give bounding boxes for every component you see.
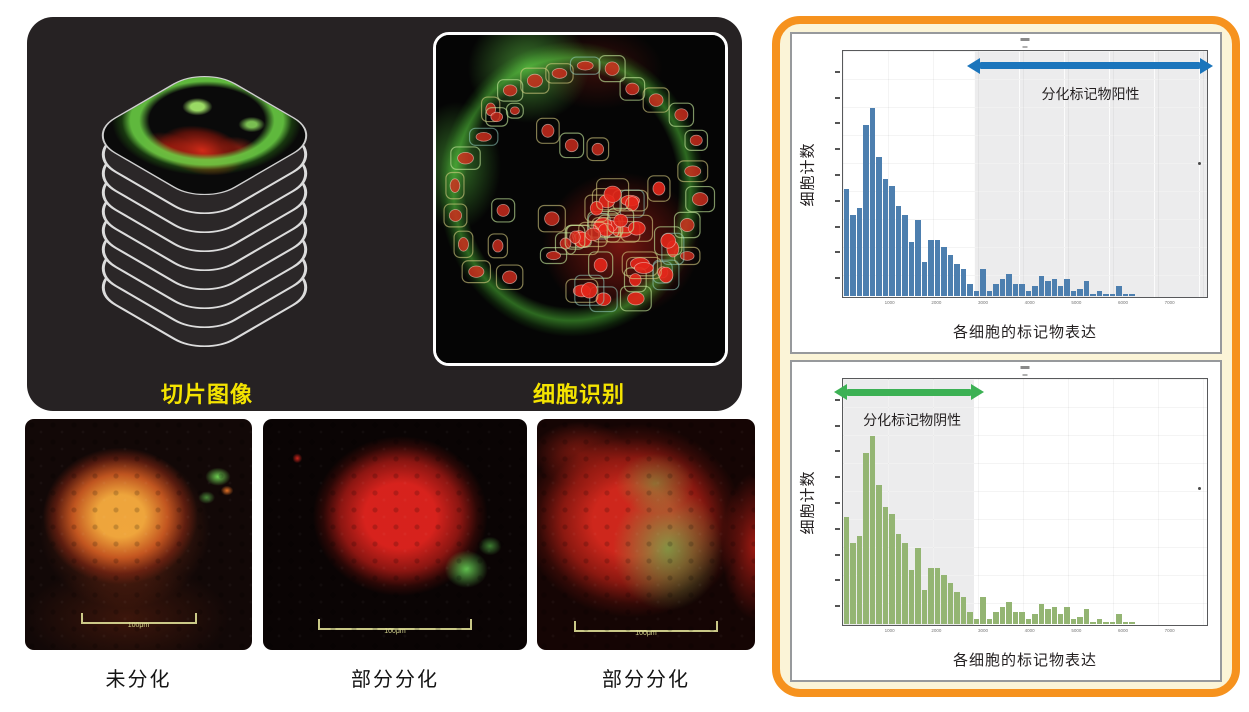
micrograph-partially-differentiated-1: 100μm 部分分化	[263, 419, 527, 692]
micrograph-caption: 部分分化	[351, 669, 439, 691]
marker-positive-annotation: 分化标记物阳性	[1041, 86, 1140, 103]
slice-stack-illustration	[83, 65, 326, 365]
scale-bar-label: 100μm	[635, 630, 657, 637]
analysis-panel: 细胞计数 1000 2000 3000 4000 5000 6000 7000 分化标记物阳…	[772, 16, 1240, 697]
micrograph-partially-differentiated-2: 100μm 部分分化	[537, 419, 755, 692]
micrograph-caption: 部分分化	[602, 669, 690, 691]
x-axis-label: 各细胞的标记物表达	[952, 324, 1097, 341]
outlier-point	[1197, 161, 1201, 165]
cell-identification-image	[433, 32, 728, 366]
histogram-card-marker-positive: 细胞计数 1000 2000 3000 4000 5000 6000 7000 分化标记物阳…	[790, 32, 1222, 354]
micrograph-image: 100μm	[263, 419, 527, 650]
x-axis-ticks: 1000 2000 3000 4000 5000 6000 7000	[884, 628, 1175, 633]
organoid-fluorescence-background	[436, 35, 725, 363]
scale-bar: 100μm	[574, 621, 718, 637]
micrograph-image: 100μm	[25, 419, 252, 650]
outlier-point	[1197, 487, 1201, 491]
histogram-card-marker-negative: 细胞计数 1000 2000 3000 4000 5000 6000 7000 分化标记物阴…	[790, 360, 1222, 682]
x-axis-label: 各细胞的标记物表达	[952, 652, 1097, 669]
x-axis-ticks: 1000 2000 3000 4000 5000 6000 7000	[884, 300, 1175, 305]
plot-area: 1000 2000 3000 4000 5000 6000 7000 分化标记物阴性	[835, 378, 1208, 633]
marker-negative-annotation: 分化标记物阴性	[863, 411, 962, 428]
scale-bar: 100μm	[318, 619, 472, 635]
scale-bar-label: 100μm	[127, 622, 150, 629]
pipeline-panel: 切片图像 细胞识别	[27, 17, 742, 411]
scale-bar-label: 100μm	[384, 628, 406, 635]
y-axis-label: 细胞计数	[799, 141, 817, 207]
threshold-shade-region	[974, 51, 1207, 297]
slice-stack-label: 切片图像	[160, 382, 253, 407]
histogram-bars	[844, 380, 1206, 624]
cell-segmentation-overlay	[443, 55, 716, 313]
histogram-bars	[844, 52, 1206, 296]
positive-range-arrow	[979, 62, 1200, 70]
micrograph-undifferentiated: 100μm 未分化	[25, 419, 252, 692]
y-axis-label: 细胞计数	[799, 469, 817, 535]
micrograph-caption: 未分化	[105, 669, 172, 691]
micrograph-image: 100μm	[537, 419, 755, 650]
plot-area: 1000 2000 3000 4000 5000 6000 7000 分化标记物阳性	[835, 50, 1208, 305]
cell-identification-label: 细胞识别	[532, 382, 625, 407]
negative-range-arrow	[847, 388, 972, 396]
scale-bar: 100μm	[80, 613, 197, 629]
